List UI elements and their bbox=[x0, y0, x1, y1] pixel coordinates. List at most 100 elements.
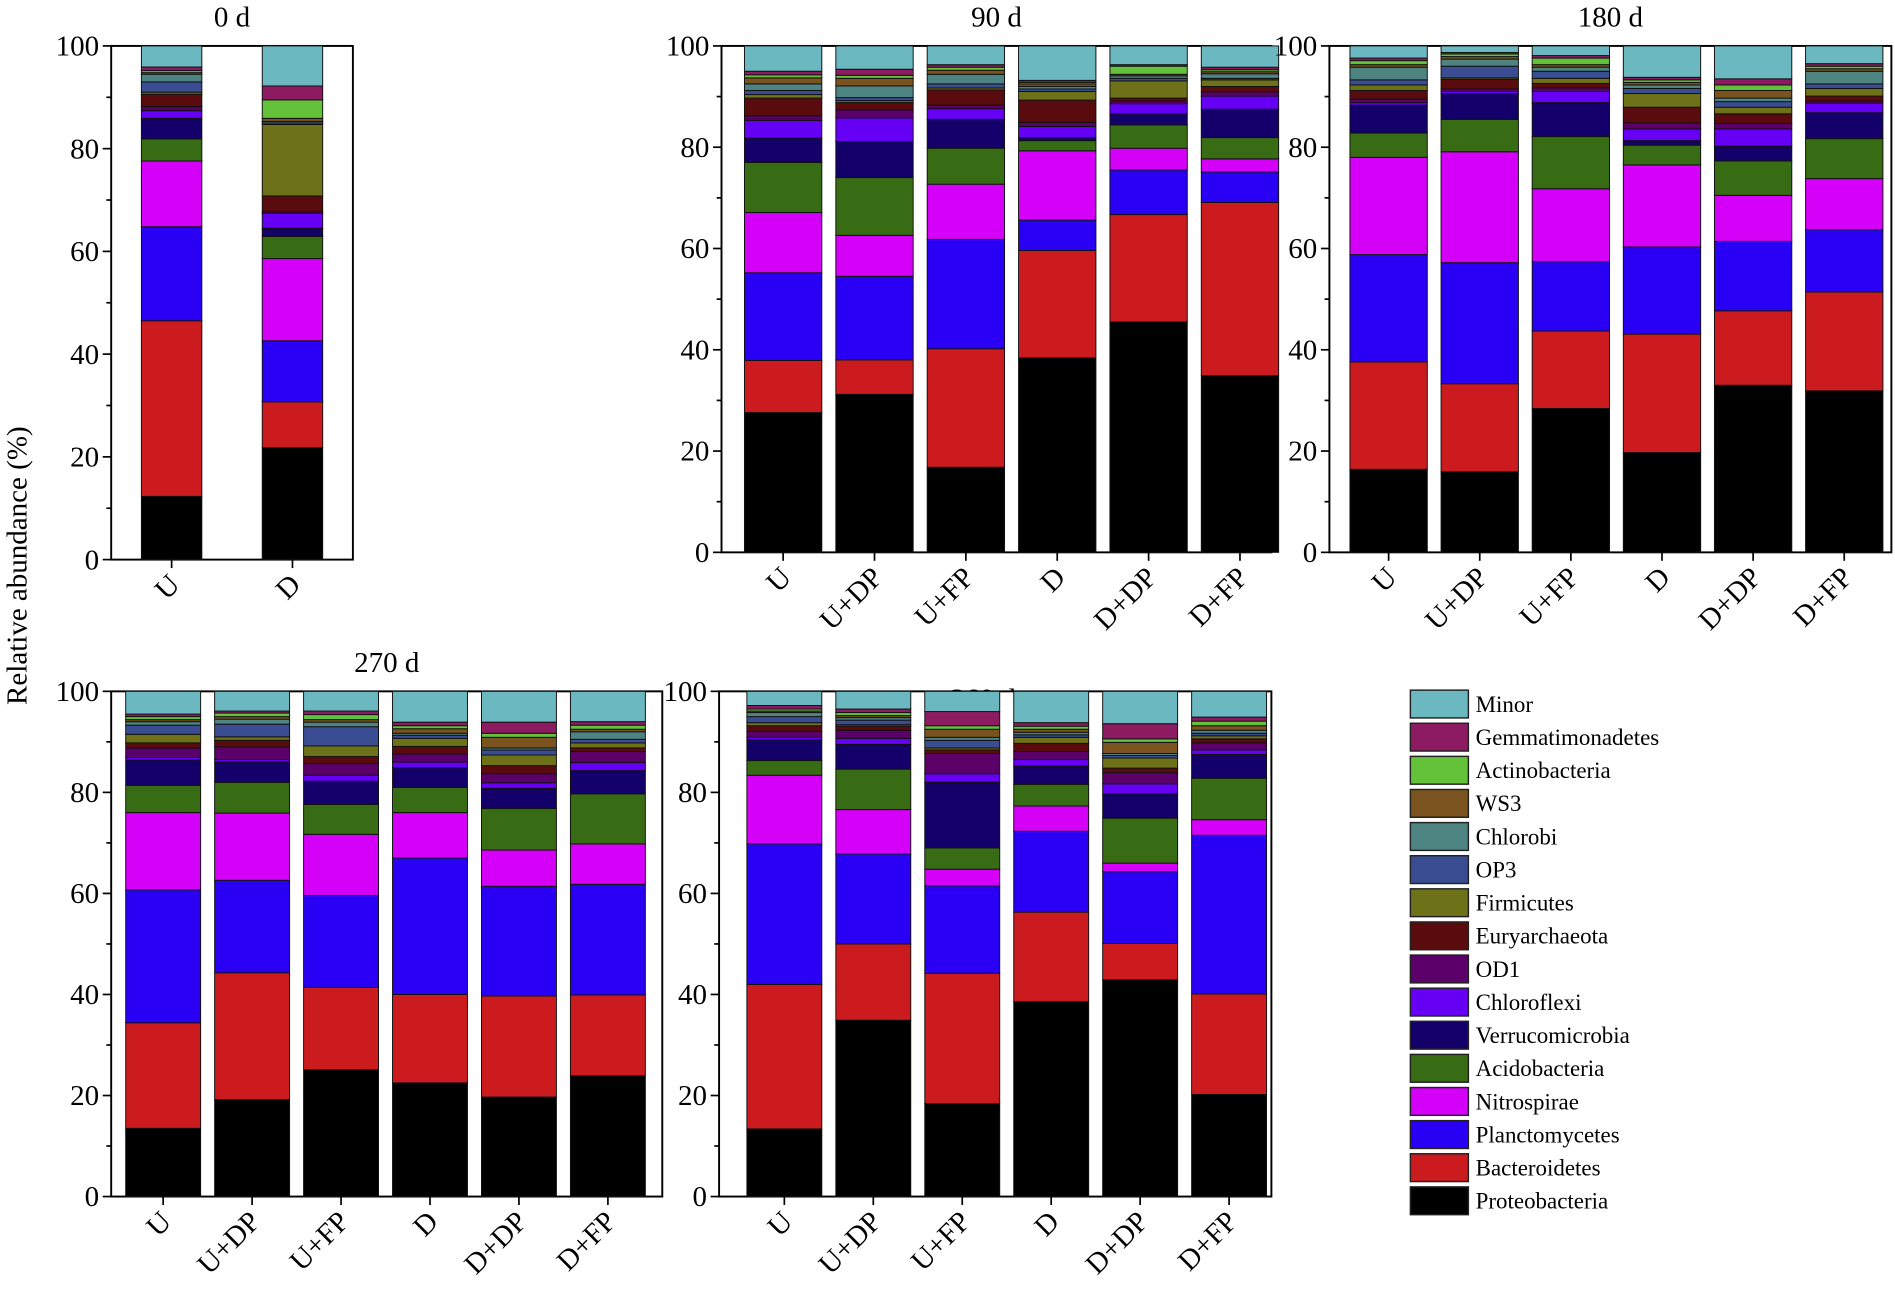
legend: Minor Gemmatimonadetes Actinobacteria WS3 Ch… bbox=[1409, 689, 1659, 1216]
bar-segment-bacteroidetes bbox=[1713, 310, 1793, 386]
legend-swatch bbox=[1409, 689, 1470, 719]
bar-segment-euryarchaeota bbox=[746, 725, 823, 732]
bar-segment-planctomycetes bbox=[1440, 262, 1519, 385]
bar-segment-euryarchaeota bbox=[303, 756, 379, 765]
bar-segment-bacteroidetes bbox=[1349, 361, 1428, 470]
bar-segment-acidobacteria bbox=[1531, 136, 1611, 190]
bar-segment-firmicutes bbox=[1349, 84, 1428, 91]
bar-segment-op3 bbox=[746, 716, 823, 724]
legend-item-verrucomicrobia: Verrucomicrobia bbox=[1409, 1020, 1630, 1050]
bar-segment-minor bbox=[1622, 45, 1702, 78]
legend-item-planctomycetes: Planctomycetes bbox=[1409, 1119, 1620, 1150]
x-tick-label: D bbox=[1639, 561, 1676, 598]
panel-270d: 270 d 0 20 40 60 80 100 U U+DP U+FP D D+DP D+FP bbox=[56, 647, 664, 1281]
bar-segment-od1 bbox=[926, 104, 1006, 110]
bar-segment-acidobacteria bbox=[1018, 140, 1097, 152]
bar-segment-bacteroidetes bbox=[1805, 291, 1884, 392]
bar-segment-euryarchaeota bbox=[1531, 82, 1611, 89]
bar-segment-acidobacteria bbox=[569, 793, 646, 845]
bar-segment-chlorobi bbox=[1349, 66, 1428, 81]
bar-segment-od1 bbox=[392, 753, 468, 763]
bar-segment-bacteroidetes bbox=[924, 972, 1001, 1105]
x-tick-label: D+FP bbox=[1172, 1205, 1244, 1277]
bar-segment-bacteroidetes bbox=[746, 983, 823, 1130]
bar-segment-verrucomicrobia bbox=[1713, 145, 1793, 162]
bar-U bbox=[743, 45, 823, 553]
x-tick-label: U+DP bbox=[813, 1205, 888, 1280]
bar-segment-od1 bbox=[1102, 772, 1179, 785]
bar-segment-od1 bbox=[303, 763, 379, 776]
y-tick-label: 80 bbox=[1288, 132, 1317, 164]
legend-swatch bbox=[1409, 854, 1470, 885]
legend-item-acidobacteria: Acidobacteria bbox=[1409, 1053, 1604, 1083]
bar-segment-proteobacteria bbox=[835, 393, 914, 553]
bar-segment-minor bbox=[743, 45, 823, 72]
y-tick-label: 20 bbox=[70, 442, 99, 474]
bar-segment-bacteroidetes bbox=[835, 943, 912, 1021]
y-tick-label: 100 bbox=[1274, 31, 1317, 63]
y-tick-label: 0 bbox=[85, 1181, 99, 1213]
bar-D bbox=[261, 45, 324, 561]
bar-segment-actinobacteria bbox=[1713, 84, 1793, 91]
bar-segment-verrucomicrobia bbox=[1805, 112, 1884, 140]
legend-swatch bbox=[1409, 1153, 1470, 1183]
bar-segment-euryarchaeota bbox=[1713, 113, 1793, 124]
bar-segment-nitrospirae bbox=[1200, 158, 1280, 173]
bar-segment-nitrospirae bbox=[926, 183, 1006, 240]
bar-segment-minor bbox=[746, 690, 823, 706]
bar-segment-chlorobi bbox=[125, 721, 202, 726]
bar-segment-minor bbox=[1191, 690, 1268, 718]
bar-segment-acidobacteria bbox=[1200, 137, 1280, 160]
bar-segment-acidobacteria bbox=[1713, 160, 1793, 196]
bar-segment-verrucomicrobia bbox=[1109, 113, 1188, 126]
bar-segment-od1 bbox=[1018, 121, 1097, 127]
bar-segment-verrucomicrobia bbox=[214, 761, 291, 783]
bar-segment-proteobacteria bbox=[140, 495, 203, 561]
bar-segment-proteobacteria bbox=[214, 1099, 291, 1198]
bar-segment-minor bbox=[924, 690, 1001, 713]
bar-segment-actinobacteria bbox=[261, 99, 324, 119]
y-tick-label: 80 bbox=[70, 777, 99, 809]
legend-label: Planctomycetes bbox=[1476, 1122, 1620, 1147]
y-tick-label: 60 bbox=[678, 878, 707, 910]
legend-item-gemmatimonadetes: Gemmatimonadetes bbox=[1409, 722, 1659, 752]
bar-segment-nitrospirae bbox=[924, 868, 1001, 887]
bar-segment-euryarchaeota bbox=[835, 725, 912, 731]
bar-segment-planctomycetes bbox=[1531, 261, 1611, 332]
bar-segment-actinobacteria bbox=[481, 732, 557, 738]
bar-segment-euryarchaeota bbox=[481, 765, 557, 775]
bar-segment-planctomycetes bbox=[743, 272, 823, 361]
bar-segment-verrucomicrobia bbox=[743, 137, 823, 163]
legend-swatch bbox=[1409, 921, 1470, 951]
bar-segment-planctomycetes bbox=[140, 226, 203, 322]
bar-segment-firmicutes bbox=[1713, 106, 1793, 115]
bar-D+DP bbox=[1109, 45, 1188, 553]
bar-segment-chloroflexi bbox=[1713, 128, 1793, 147]
bar-segment-minor bbox=[1018, 45, 1097, 81]
bar-segment-planctomycetes bbox=[569, 883, 646, 996]
bar-segment-minor bbox=[1109, 45, 1188, 66]
bar-segment-actinobacteria bbox=[1109, 65, 1188, 75]
bar-segment-verrucomicrobia bbox=[125, 759, 202, 786]
bar-segment-actinobacteria bbox=[1349, 60, 1428, 66]
legend-swatch bbox=[1409, 1086, 1470, 1117]
bar-segment-od1 bbox=[1622, 122, 1702, 130]
bar-segment-gemmatimonadetes bbox=[261, 85, 324, 101]
bar-segment-acidobacteria bbox=[924, 847, 1001, 870]
bar-segment-chloroflexi bbox=[1102, 783, 1179, 795]
bar-segment-proteobacteria bbox=[481, 1096, 557, 1198]
bar-U+FP bbox=[926, 45, 1006, 553]
bar-segment-firmicutes bbox=[261, 124, 324, 197]
bar-segment-od1 bbox=[835, 729, 912, 739]
legend-swatch bbox=[1409, 788, 1470, 819]
legend-item-od1: OD1 bbox=[1409, 954, 1520, 984]
x-tick-label: U bbox=[762, 1205, 799, 1242]
legend-label: Bacteroidetes bbox=[1476, 1156, 1601, 1181]
bar-segment-planctomycetes bbox=[1622, 246, 1702, 335]
bar-segment-proteobacteria bbox=[1191, 1094, 1268, 1198]
bar-segment-planctomycetes bbox=[1713, 240, 1793, 312]
bar-segment-nitrospirae bbox=[743, 212, 823, 274]
bar-segment-minor bbox=[261, 45, 324, 87]
